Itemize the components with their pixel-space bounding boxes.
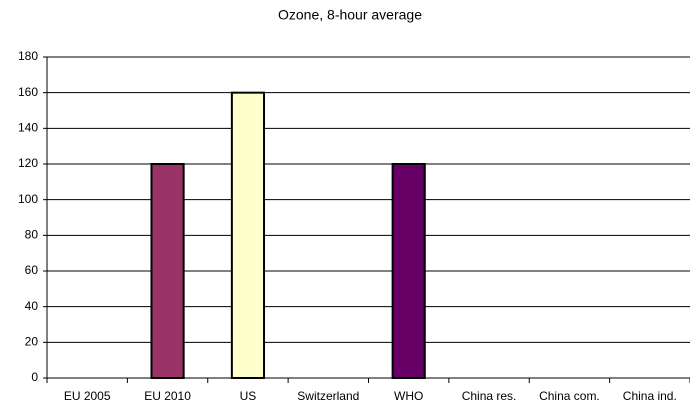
- chart-title: Ozone, 8-hour average: [278, 7, 422, 23]
- x-tick-label: EU 2005: [64, 389, 111, 403]
- x-tick-label: China com.: [539, 389, 600, 403]
- y-tick-label: 120: [18, 156, 38, 170]
- y-tick-label: 160: [18, 85, 38, 99]
- bar: [150, 163, 185, 379]
- x-tick-label: WHO: [394, 389, 423, 403]
- x-tick-label: Switzerland: [297, 389, 359, 403]
- y-tick-label: 80: [25, 228, 39, 242]
- y-tick-label: 0: [31, 370, 38, 384]
- y-tick-label: 60: [25, 263, 39, 277]
- x-tick-label: China res.: [462, 389, 517, 403]
- bar: [230, 91, 266, 380]
- y-tick-label: 140: [18, 121, 38, 135]
- y-tick-label: 180: [18, 49, 38, 63]
- y-tick-label: 100: [18, 192, 38, 206]
- x-tick-label: EU 2010: [144, 389, 191, 403]
- x-tick-label: US: [240, 389, 257, 403]
- x-tick-label: China ind.: [623, 389, 677, 403]
- y-tick-label: 40: [25, 299, 39, 313]
- bar: [391, 163, 426, 379]
- y-tick-label: 20: [25, 335, 39, 349]
